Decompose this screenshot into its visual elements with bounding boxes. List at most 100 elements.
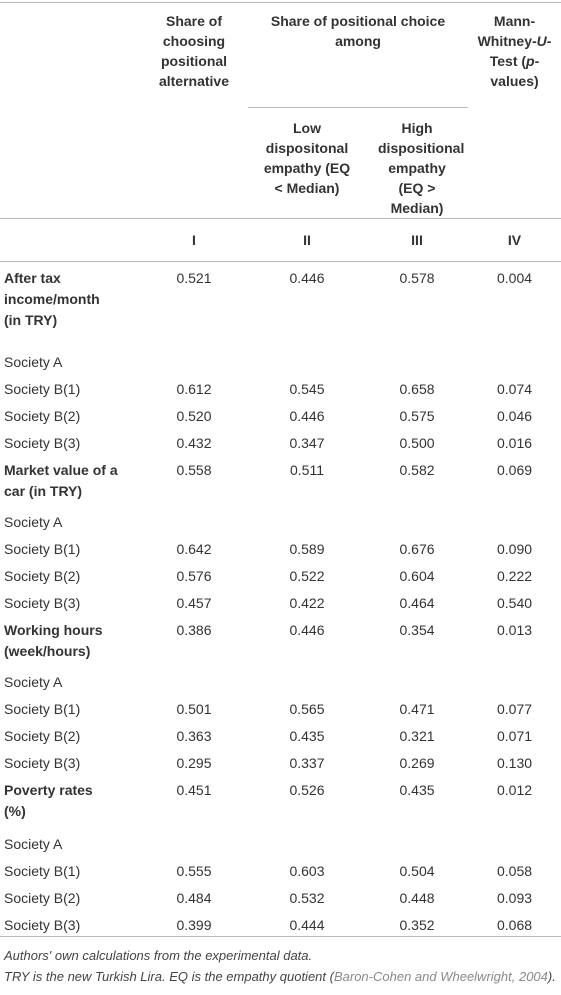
row-label-cell: Society B(2) [0, 400, 140, 427]
value-cell: 0.526 [289, 781, 325, 798]
empty-cell [468, 506, 561, 533]
value-cell: 0.321 [399, 727, 435, 744]
row-label: Society B(3) [4, 434, 81, 451]
table-row: Society B(2) 0.520 0.446 0.575 0.046 [0, 400, 561, 427]
value-cell: 0.464 [399, 594, 435, 611]
value-cell: 0.658 [399, 380, 435, 397]
empty-cell [248, 666, 366, 693]
value-cell: 0.565 [289, 700, 325, 717]
row-label: Society B(1) [4, 380, 81, 397]
row-label: Society B(3) [4, 594, 81, 611]
table-row: Society B(1) 0.555 0.603 0.504 0.058 [0, 855, 561, 882]
col-header-text: Low dispositonal empathy (EQ < Median) [263, 120, 351, 196]
row-label: Society B(1) [4, 862, 81, 879]
note: TRY is the new Turkish Lira. EQ is the e… [4, 966, 557, 987]
value-cell: 0.058 [496, 862, 533, 879]
notes: Authors' own calculations from the exper… [0, 937, 561, 987]
text: -Test ( [489, 33, 552, 69]
data-table: Share of choosing positional alternative… [0, 2, 561, 937]
row-label-cell: Poverty rates (%) [0, 774, 140, 828]
table-row: Society B(3) 0.295 0.337 0.269 0.130 [0, 747, 561, 774]
table-row: Society B(1) 0.501 0.565 0.471 0.077 [0, 693, 561, 720]
value-cell: 0.484 [176, 889, 212, 906]
value-cell: 0.582 [399, 461, 435, 478]
value-cell: 0.500 [399, 434, 435, 451]
empty-cell [468, 346, 561, 373]
value-cell: 0.068 [496, 916, 533, 933]
value-cell: 0.642 [176, 540, 212, 557]
text: -values) [490, 53, 540, 89]
value-cell: 0.435 [289, 727, 325, 744]
group-header-text: Share of positional choice among [270, 13, 446, 49]
value-cell: 0.532 [289, 889, 325, 906]
column-numeral: II [303, 232, 311, 248]
row-label: Society A [4, 835, 63, 852]
empty-cell [140, 346, 248, 373]
row-label-cell: Society A [0, 666, 140, 693]
citation-link[interactable]: Baron-Cohen and Wheelwright, 2004 [333, 968, 548, 984]
row-label: Society B(2) [4, 567, 81, 584]
table-row: Society B(2) 0.363 0.435 0.321 0.071 [0, 720, 561, 747]
row-label: Society B(2) [4, 727, 81, 744]
table-row: Society B(1) 0.612 0.545 0.658 0.074 [0, 373, 561, 400]
value-cell: 0.090 [496, 540, 533, 557]
col-header: Share of choosing positional alternative [140, 3, 248, 219]
empty-cell [366, 828, 468, 855]
row-label-cell: Society A [0, 346, 140, 373]
row-label-cell: Society B(1) [0, 855, 140, 882]
value-cell: 0.576 [176, 567, 212, 584]
row-label: Poverty rates (%) [4, 781, 93, 819]
value-cell: 0.071 [496, 727, 533, 744]
empty-cell [468, 828, 561, 855]
value-cell: 0.448 [399, 889, 435, 906]
value-cell: 0.471 [399, 700, 435, 717]
table-row: Market value of a car (in TRY) 0.558 0.511… [0, 454, 561, 506]
value-cell: 0.046 [496, 407, 533, 424]
table-row: Society B(3) 0.432 0.347 0.500 0.016 [0, 427, 561, 454]
col-header-text: Mann-Whitney-U-Test (p-values) [468, 11, 561, 91]
value-cell: 0.399 [176, 916, 212, 933]
column-numeral: IV [507, 232, 522, 248]
row-label-cell: Society B(3) [0, 747, 140, 774]
empty-cell [140, 666, 248, 693]
empty-cell [140, 506, 248, 533]
empty-cell [366, 666, 468, 693]
row-label: After tax income/month (in TRY) [4, 270, 100, 328]
table-row: Society B(3) 0.457 0.422 0.464 0.540 [0, 587, 561, 614]
value-cell: 0.578 [399, 270, 435, 286]
row-label-cell: Society A [0, 506, 140, 533]
empty-cell [248, 506, 366, 533]
row-label-cell: Society A [0, 828, 140, 855]
value-cell: 0.347 [289, 434, 325, 451]
row-label: Working hours (week/hours) [4, 621, 103, 659]
row-label: Society B(1) [4, 700, 81, 717]
value-cell: 0.013 [496, 621, 533, 638]
table-row: Society A [0, 346, 561, 373]
value-cell: 0.457 [176, 594, 212, 611]
empty-cell [248, 828, 366, 855]
value-cell: 0.540 [496, 594, 533, 611]
row-label-cell: Society B(1) [0, 373, 140, 400]
table-row: Society A [0, 828, 561, 855]
value-cell: 0.446 [289, 621, 325, 638]
row-label: Society B(1) [4, 540, 81, 557]
empty-cell [140, 828, 248, 855]
value-cell: 0.589 [289, 540, 325, 557]
value-cell: 0.555 [176, 862, 212, 879]
empty-cell [468, 666, 561, 693]
value-cell: 0.451 [176, 781, 212, 798]
value-cell: 0.077 [496, 700, 533, 717]
value-cell: 0.446 [289, 270, 325, 286]
value-cell: 0.354 [399, 621, 435, 638]
numeral-row: I II III IV [0, 219, 561, 262]
table-row: Society B(3) 0.399 0.444 0.352 0.068 [0, 909, 561, 936]
table-row: Society A [0, 506, 561, 533]
row-label-cell: Society B(3) [0, 427, 140, 454]
corner [0, 219, 140, 262]
table-row: Poverty rates (%) 0.451 0.526 0.435 0.012 [0, 774, 561, 828]
row-label: Society A [4, 353, 63, 370]
row-label-cell: Society B(1) [0, 533, 140, 560]
row-label: Society B(2) [4, 407, 81, 424]
table-body: After tax income/month (in TRY) 0.521 0.44… [0, 262, 561, 936]
value-cell: 0.604 [399, 567, 435, 584]
